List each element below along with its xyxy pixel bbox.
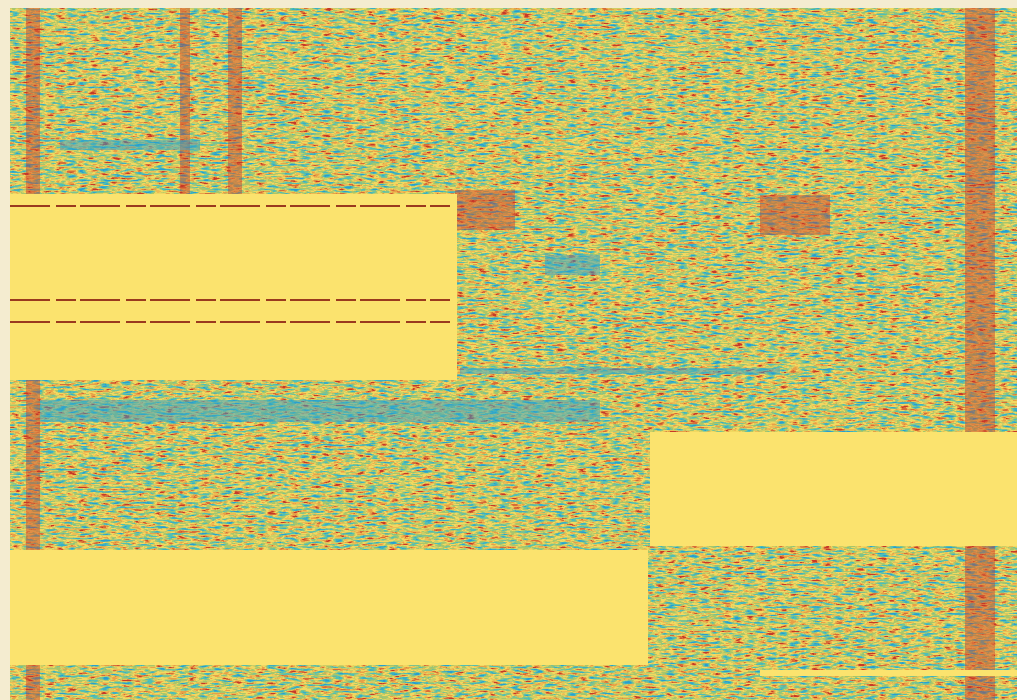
thin-lines (10, 205, 450, 323)
streak (760, 195, 830, 235)
blocks (10, 194, 1017, 676)
streak (228, 8, 242, 208)
streak (180, 8, 190, 208)
block (10, 550, 648, 665)
block (10, 194, 457, 380)
blue-bands (40, 140, 780, 422)
block (650, 432, 1017, 546)
streak (455, 190, 515, 230)
band (460, 368, 780, 374)
streak (965, 8, 995, 700)
band (60, 140, 200, 150)
block (760, 670, 1017, 676)
band (545, 255, 600, 275)
band (40, 400, 600, 422)
